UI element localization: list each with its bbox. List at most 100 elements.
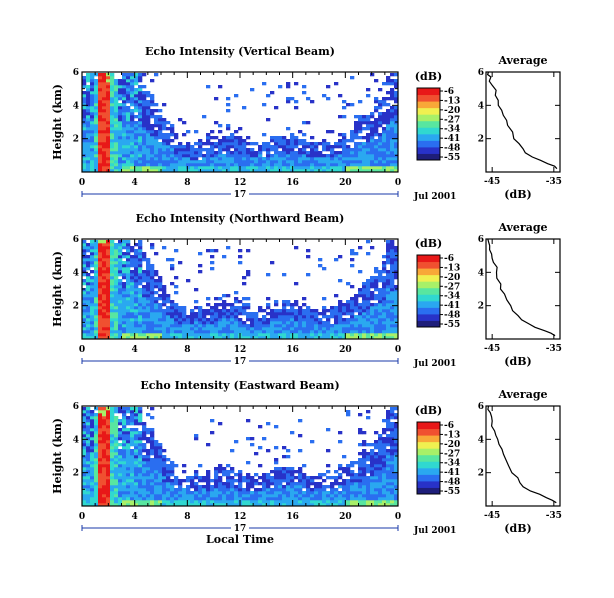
heatmap-cell <box>370 318 375 322</box>
heatmap-cell <box>118 455 123 459</box>
heatmap-cell <box>194 315 199 319</box>
heatmap-cell <box>90 425 95 429</box>
heatmap-cell <box>230 488 235 492</box>
heatmap-cell <box>130 449 135 453</box>
heatmap-cell <box>134 73 139 77</box>
heatmap-cell <box>358 148 363 152</box>
heatmap-cell <box>122 467 127 471</box>
heatmap-cell <box>142 425 147 429</box>
heatmap-cell <box>378 449 383 453</box>
heatmap-cell <box>110 473 115 477</box>
heatmap-cell <box>138 97 143 101</box>
heatmap-cell <box>126 446 131 450</box>
heatmap-cell <box>358 491 363 495</box>
heatmap-cell <box>302 324 307 328</box>
heatmap-cell <box>350 148 355 152</box>
heatmap-cell <box>338 169 343 173</box>
heatmap-cell <box>154 449 159 453</box>
heatmap-cell <box>130 154 135 158</box>
heatmap-cell <box>82 449 87 453</box>
heatmap-cell <box>122 455 127 459</box>
heatmap-cell <box>374 461 379 465</box>
heatmap-cell <box>130 458 135 462</box>
heatmap-cell <box>386 246 391 250</box>
heatmap-cell <box>362 449 367 453</box>
heatmap-cell <box>386 422 391 426</box>
heatmap-cell <box>122 76 127 80</box>
heatmap-cell <box>246 497 251 501</box>
heatmap-cell <box>298 476 303 480</box>
heatmap-cell <box>278 336 283 340</box>
heatmap-cell <box>102 282 107 286</box>
heatmap-cell <box>102 243 107 247</box>
heatmap-cell <box>178 494 183 498</box>
heatmap-cell <box>262 437 267 441</box>
heatmap-cell <box>98 100 103 104</box>
heatmap-cell <box>394 291 399 295</box>
heatmap-cell <box>374 145 379 149</box>
heatmap-cell <box>154 166 159 170</box>
heatmap-cell <box>394 500 399 504</box>
heatmap-cell <box>230 318 235 322</box>
heatmap-cell <box>98 163 103 167</box>
heatmap-cell <box>138 109 143 113</box>
heatmap-cell <box>362 470 367 474</box>
heatmap-cell <box>110 440 115 444</box>
heatmap-cell <box>126 160 131 164</box>
heatmap-cell <box>186 166 191 170</box>
heatmap-cell <box>170 497 175 501</box>
heatmap-cell <box>166 306 171 310</box>
heatmap-cell <box>250 333 255 337</box>
heatmap-cell <box>246 163 251 167</box>
heatmap-cell <box>86 458 91 462</box>
heatmap-cell <box>162 497 167 501</box>
heatmap-cell <box>134 434 139 438</box>
heatmap-cell <box>262 142 267 146</box>
heatmap-cell <box>174 476 179 480</box>
heatmap-cell <box>390 437 395 441</box>
heatmap-cell <box>394 276 399 280</box>
heatmap-cell <box>338 327 343 331</box>
heatmap-cell <box>302 482 307 486</box>
heatmap-cell <box>90 249 95 253</box>
heatmap-cell <box>210 145 215 149</box>
heatmap-cell <box>126 419 131 423</box>
heatmap-cell <box>358 309 363 313</box>
heatmap-cell <box>306 169 311 173</box>
heatmap-cell <box>110 160 115 164</box>
heatmap-cell <box>134 464 139 468</box>
heatmap-cell <box>294 318 299 322</box>
heatmap-cell <box>130 127 135 131</box>
heatmap-cell <box>170 309 175 313</box>
heatmap-cell <box>150 139 155 143</box>
heatmap-cell <box>218 166 223 170</box>
heatmap-cell <box>306 121 311 125</box>
heatmap-cell <box>394 452 399 456</box>
heatmap-cell <box>94 249 99 253</box>
heatmap-cell <box>130 476 135 480</box>
heatmap-cell <box>134 491 139 495</box>
heatmap-cell <box>226 148 231 152</box>
heatmap-cell <box>262 336 267 340</box>
heatmap-cell <box>382 118 387 122</box>
heatmap-cell <box>158 169 163 173</box>
heatmap-cell <box>194 503 199 507</box>
heatmap-cell <box>202 321 207 325</box>
heatmap-cell <box>198 315 203 319</box>
heatmap-cell <box>234 497 239 501</box>
heatmap-cell <box>126 279 131 283</box>
heatmap-cell <box>146 264 151 268</box>
profile-y-tick-label: 4 <box>478 435 484 445</box>
heatmap-cell <box>98 139 103 143</box>
heatmap-cell <box>138 327 143 331</box>
heatmap-cell <box>110 264 115 268</box>
heatmap-cell <box>162 330 167 334</box>
heatmap-cell <box>118 136 123 140</box>
heatmap-cell <box>106 279 111 283</box>
heatmap-cell <box>90 157 95 161</box>
heatmap-cell <box>106 270 111 274</box>
heatmap-cell <box>210 333 215 337</box>
heatmap-cell <box>298 139 303 143</box>
heatmap-cell <box>146 431 151 435</box>
heatmap-cell <box>290 318 295 322</box>
